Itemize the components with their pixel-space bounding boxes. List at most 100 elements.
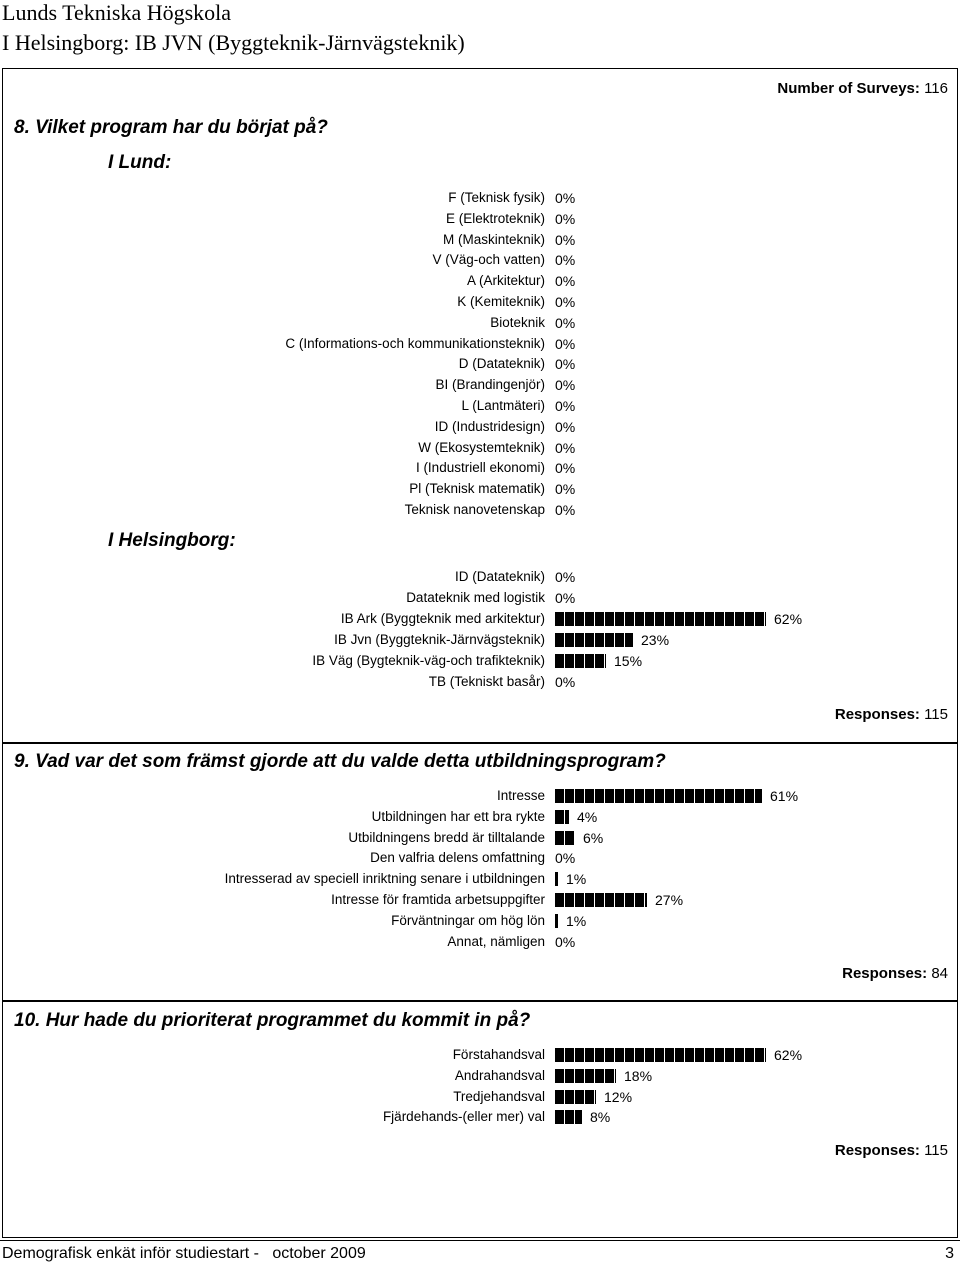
- response-label: A (Arkitektur): [466, 273, 545, 289]
- response-label: E (Elektroteknik): [445, 210, 545, 226]
- response-percent: 0%: [555, 294, 576, 310]
- response-label: IB Jvn (Byggteknik-Järnvägsteknik): [334, 632, 545, 647]
- q9-responses-label: Responses:: [842, 965, 928, 982]
- response-row: K (Kemiteknik) 0%: [0, 292, 960, 312]
- response-label: ID (Datateknik): [454, 569, 545, 584]
- response-row: L (Lantmäteri) 0%: [0, 396, 960, 416]
- response-percent: 1%: [566, 871, 587, 888]
- response-label: I (Industriell ekonomi): [415, 460, 545, 476]
- q9-frame: [2, 743, 958, 1001]
- response-percent: 61%: [770, 788, 799, 804]
- response-label: Utbildningens bredd är tilltalande: [348, 829, 545, 845]
- response-row: Intresserad av speciell inriktning senar…: [0, 869, 960, 889]
- response-percent: 23%: [641, 632, 670, 648]
- response-bar: [555, 789, 762, 803]
- response-label: K (Kemiteknik): [457, 294, 545, 309]
- response-bar: [555, 893, 647, 907]
- response-row: D (Datateknik) 0%: [0, 354, 960, 374]
- surveys-value: 116: [924, 80, 948, 97]
- response-label: W (Ekosystemteknik): [418, 439, 545, 455]
- response-percent: 0%: [555, 850, 576, 867]
- response-label: Datateknik med logistik: [406, 590, 545, 605]
- response-label: Den valfria delens omfattning: [370, 850, 545, 866]
- q9-responses: Responses: 84: [842, 965, 948, 982]
- response-bar: [555, 1048, 766, 1062]
- response-percent: 0%: [555, 398, 576, 414]
- response-percent: 27%: [655, 892, 684, 908]
- response-row: BI (Brandingenjör) 0%: [0, 375, 960, 395]
- response-row: ID (Industridesign) 0%: [0, 417, 960, 437]
- surveys-label: Number of Surveys:: [777, 80, 920, 97]
- response-row: Tredjehandsval 12%: [0, 1087, 960, 1107]
- response-row: Utbildningen har ett bra rykte 4%: [0, 807, 960, 827]
- q9-responses-value: 84: [931, 965, 948, 982]
- response-label: Intresserad av speciell inriktning senar…: [224, 871, 545, 887]
- response-percent: 12%: [604, 1088, 633, 1105]
- response-label: F (Teknisk fysik): [448, 190, 545, 205]
- q10-title: 10. Hur hade du prioriterat programmet d…: [14, 1010, 531, 1031]
- response-bar: [555, 830, 575, 845]
- response-percent: 0%: [555, 356, 576, 373]
- q10-frame: [2, 1001, 958, 1238]
- response-row: Pl (Teknisk matematik) 0%: [0, 479, 960, 499]
- response-label: TB (Tekniskt basår): [428, 674, 545, 689]
- response-percent: 62%: [774, 1047, 803, 1063]
- response-percent: 0%: [555, 210, 576, 227]
- response-percent: 1%: [566, 912, 587, 929]
- response-label: V (Väg-och vatten): [432, 252, 545, 268]
- response-row: IB Jvn (Byggteknik-Järnvägsteknik) 23%: [0, 630, 960, 650]
- response-percent: 0%: [555, 439, 576, 456]
- q8-lund-heading: I Lund:: [108, 152, 172, 173]
- header-title: Lunds Tekniska Högskola: [2, 0, 232, 25]
- response-row: IB Ark (Byggteknik med arkitektur) 62%: [0, 609, 960, 629]
- response-label: Utbildningen har ett bra rykte: [371, 808, 545, 824]
- footer: Demografisk enkät inför studiestart - oc…: [2, 1245, 958, 1263]
- response-label: Bioteknik: [490, 314, 545, 330]
- response-percent: 0%: [555, 481, 576, 498]
- page-number: 3: [945, 1245, 954, 1262]
- q10-responses-label: Responses:: [834, 1142, 920, 1159]
- response-row: TB (Tekniskt basår) 0%: [0, 672, 960, 692]
- response-percent: 0%: [555, 674, 576, 690]
- response-percent: 0%: [555, 335, 576, 352]
- response-percent: 18%: [624, 1067, 653, 1084]
- response-row: Förväntningar om hög lön 1%: [0, 911, 960, 931]
- response-percent: 0%: [555, 252, 576, 269]
- footer-text: Demografisk enkät inför studiestart - oc…: [2, 1245, 366, 1262]
- response-row: A (Arkitektur) 0%: [0, 271, 960, 291]
- response-label: IB Ark (Byggteknik med arkitektur): [340, 611, 545, 626]
- response-row: Annat, nämligen 0%: [0, 932, 960, 952]
- response-bar: [555, 633, 633, 647]
- response-row: Andrahandsval 18%: [0, 1066, 960, 1086]
- response-percent: 0%: [555, 460, 576, 477]
- response-label: ID (Industridesign): [434, 418, 545, 434]
- response-row: Bioteknik 0%: [0, 313, 960, 333]
- response-label: D (Datateknik): [458, 356, 545, 372]
- response-bar: [555, 913, 558, 928]
- response-label: Intresse för framtida arbetsuppgifter: [331, 892, 545, 907]
- response-percent: 0%: [555, 231, 576, 248]
- response-row: Den valfria delens omfattning 0%: [0, 848, 960, 868]
- response-row: Teknisk nanovetenskap 0%: [0, 500, 960, 520]
- response-row: Fjärdehands-(eller mer) val 8%: [0, 1107, 960, 1127]
- response-label: C (Informations-och kommunikationsteknik…: [285, 335, 545, 351]
- response-bar: [555, 872, 558, 887]
- response-percent: 0%: [555, 569, 576, 585]
- response-label: Förväntningar om hög lön: [391, 912, 545, 928]
- q8-title: 8. Vilket program har du börjat på?: [14, 117, 328, 138]
- response-label: L (Lantmäteri): [461, 398, 545, 413]
- response-row: Datateknik med logistik 0%: [0, 588, 960, 608]
- response-row: Utbildningens bredd är tilltalande 6%: [0, 828, 960, 848]
- header-subtitle: I Helsingborg: IB JVN (Byggteknik-Järnvä…: [2, 30, 465, 55]
- response-row: F (Teknisk fysik) 0%: [0, 188, 960, 208]
- response-label: Förstahandsval: [452, 1047, 545, 1062]
- response-bar: [555, 612, 766, 626]
- response-percent: 0%: [555, 314, 576, 331]
- response-percent: 0%: [555, 590, 576, 606]
- response-label: Pl (Teknisk matematik): [409, 481, 545, 497]
- response-bar: [555, 1068, 616, 1083]
- response-percent: 62%: [774, 611, 803, 627]
- response-label: Teknisk nanovetenskap: [404, 502, 545, 517]
- response-row: Intresse för framtida arbetsuppgifter 27%: [0, 890, 960, 910]
- response-row: I (Industriell ekonomi) 0%: [0, 458, 960, 478]
